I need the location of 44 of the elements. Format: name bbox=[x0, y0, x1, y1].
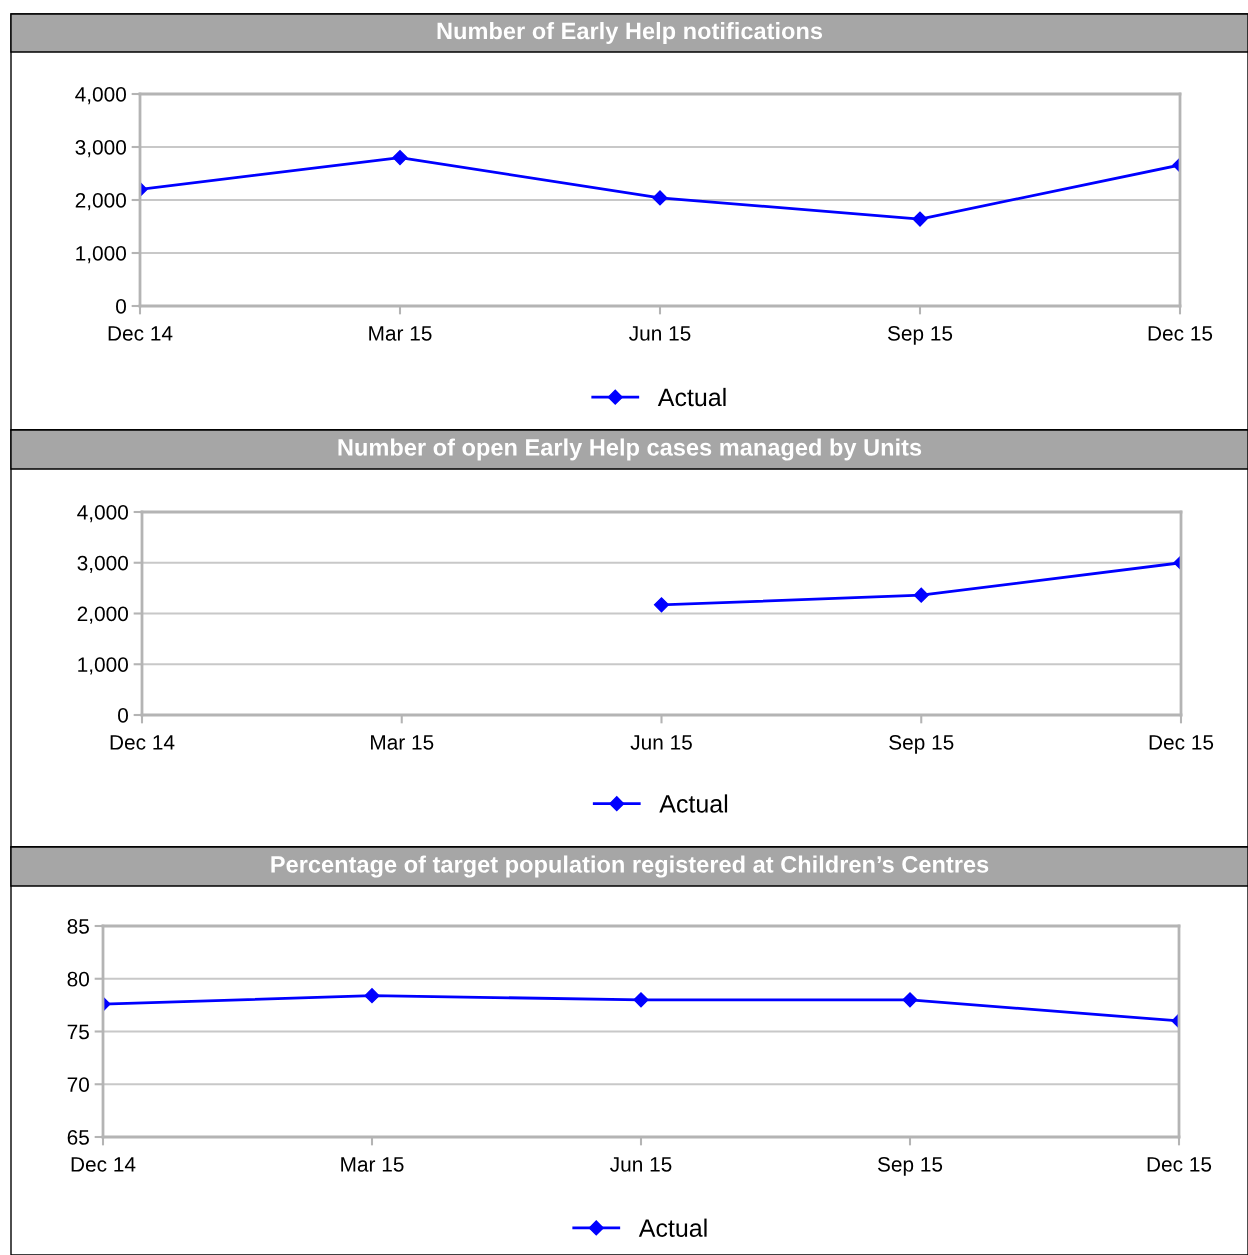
x-tick-label: Jun 15 bbox=[610, 1157, 672, 1172]
legend-label: Actual bbox=[657, 387, 726, 407]
x-tick-label: Sep 15 bbox=[877, 1156, 943, 1176]
x-tick-label: Dec 14 bbox=[71, 1157, 136, 1172]
y-tick-label: 2,000 bbox=[77, 606, 128, 624]
legend-label: Actual bbox=[659, 794, 728, 813]
point bbox=[913, 587, 929, 603]
point bbox=[652, 190, 668, 206]
y-tick-label: 1,000 bbox=[78, 657, 128, 675]
x-tick-label: Jun 15 bbox=[630, 735, 692, 750]
x-tick-label: Sep 15 bbox=[887, 325, 953, 345]
point bbox=[392, 150, 408, 166]
y-tick-label: 4,000 bbox=[75, 87, 126, 105]
chart-title: Number of Early Help notifications bbox=[437, 22, 823, 45]
point bbox=[912, 211, 928, 227]
x-tick-label: Mar 15 bbox=[341, 1157, 404, 1172]
x-tick-label: Mar 15 bbox=[369, 326, 432, 341]
x-tick-label: Dec 15 bbox=[1149, 735, 1214, 750]
chart-title: Percentage of target population registered at Children’s Centres bbox=[271, 855, 989, 878]
y-tick-label: 65 bbox=[67, 1130, 89, 1145]
point bbox=[633, 992, 649, 1008]
point bbox=[653, 597, 670, 613]
y-tick-label: 75 bbox=[67, 1024, 89, 1040]
x-tick-label: Dec 15 bbox=[1148, 326, 1213, 341]
x-tick-label: Dec 14 bbox=[108, 326, 173, 341]
chart-title: Number of open Early Help cases managed by Units bbox=[338, 438, 922, 461]
x-tick-label: Dec 14 bbox=[110, 735, 175, 750]
y-tick-label: 3,000 bbox=[75, 140, 126, 158]
y-tick-label: 3,000 bbox=[77, 555, 128, 573]
y-tick-label: 1,000 bbox=[76, 246, 126, 264]
y-tick-label: 2,000 bbox=[75, 193, 126, 211]
x-tick-label: Mar 15 bbox=[371, 735, 434, 750]
point bbox=[902, 992, 918, 1008]
y-tick-label: 4,000 bbox=[77, 505, 128, 523]
y-tick-label: 80 bbox=[67, 971, 89, 987]
x-tick-label: Jun 15 bbox=[629, 326, 691, 341]
legend-label: Actual bbox=[638, 1218, 707, 1237]
y-tick-label: 0 bbox=[118, 708, 128, 723]
x-tick-label: Sep 15 bbox=[889, 734, 954, 754]
y-tick-label: 70 bbox=[67, 1077, 89, 1092]
y-tick-label: 85 bbox=[67, 919, 89, 934]
x-tick-label: Dec 15 bbox=[1147, 1157, 1212, 1172]
point bbox=[364, 988, 380, 1004]
y-tick-label: 0 bbox=[116, 299, 126, 314]
